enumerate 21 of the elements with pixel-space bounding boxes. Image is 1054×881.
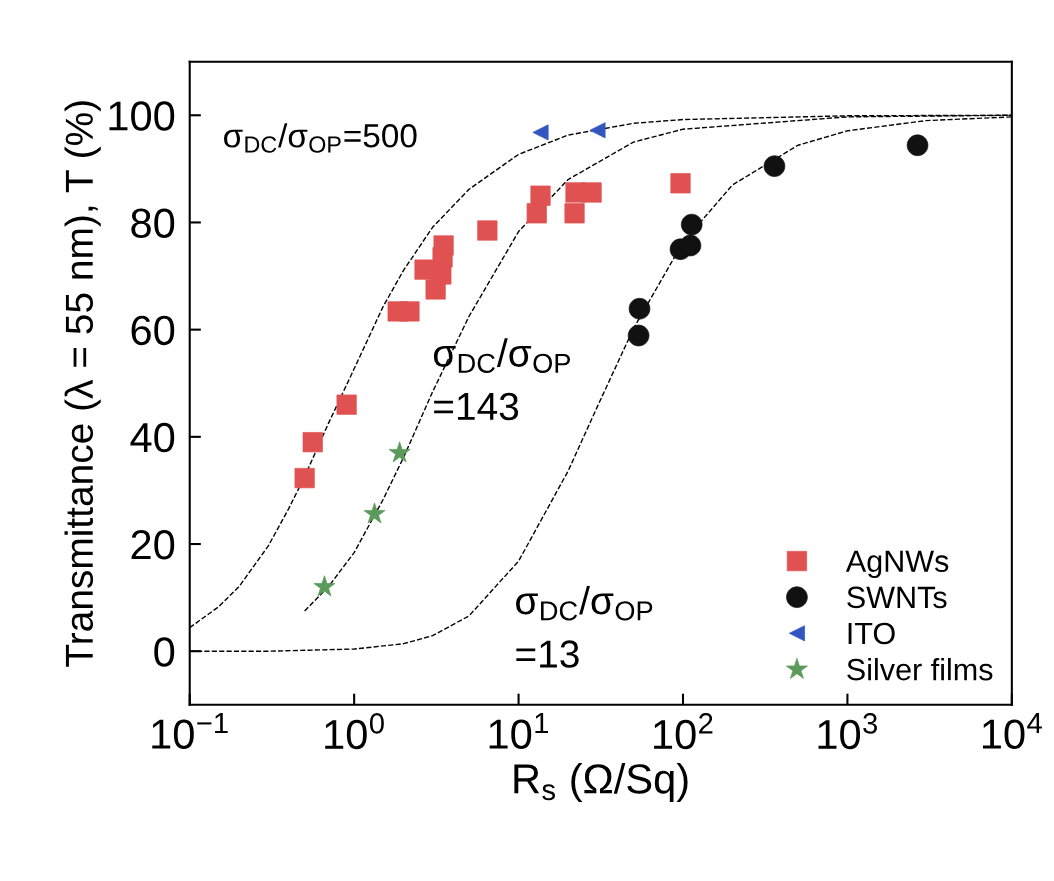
y-tick-label: 20: [131, 530, 175, 560]
y-tick-label: 60: [131, 315, 175, 346]
x-tick-label: 10$^{4}$: [982, 713, 1042, 749]
y-tick-label: 80: [131, 208, 175, 238]
legend-label: ITO: [848, 622, 895, 645]
x-tick-label: 10$^{1}$: [489, 713, 549, 749]
annotation: σ$_{DC}$/σ$_{OP}$ =143: [433, 338, 571, 421]
legend-label: AgNWs: [845, 550, 949, 579]
text: σ$_{DC}$/σ$_{OP}$ =13: [516, 585, 653, 668]
legend-label: Silver films: [847, 657, 993, 681]
x-tick-label: 10$^{0}$: [325, 713, 384, 750]
x-tick-label: 10$^{−1}$: [152, 713, 228, 749]
x-axis-title: R$_{s}$ (Ω/Sq): [514, 763, 688, 802]
y-axis-title: Transmittance (λ = 55 nm), T (%): [64, 101, 101, 667]
x-tick-label: 10$^{3}$: [818, 713, 877, 750]
legend-label: SWNTs: [847, 586, 947, 609]
y-tick-label: 0: [154, 637, 175, 667]
annotation: σ$_{DC}$/σ$_{OP}$=500: [224, 123, 417, 153]
x-tick-label: 10$^{2}$: [654, 713, 713, 750]
y-tick-label: 40: [130, 422, 175, 453]
y-tick-label: 100: [109, 101, 175, 131]
